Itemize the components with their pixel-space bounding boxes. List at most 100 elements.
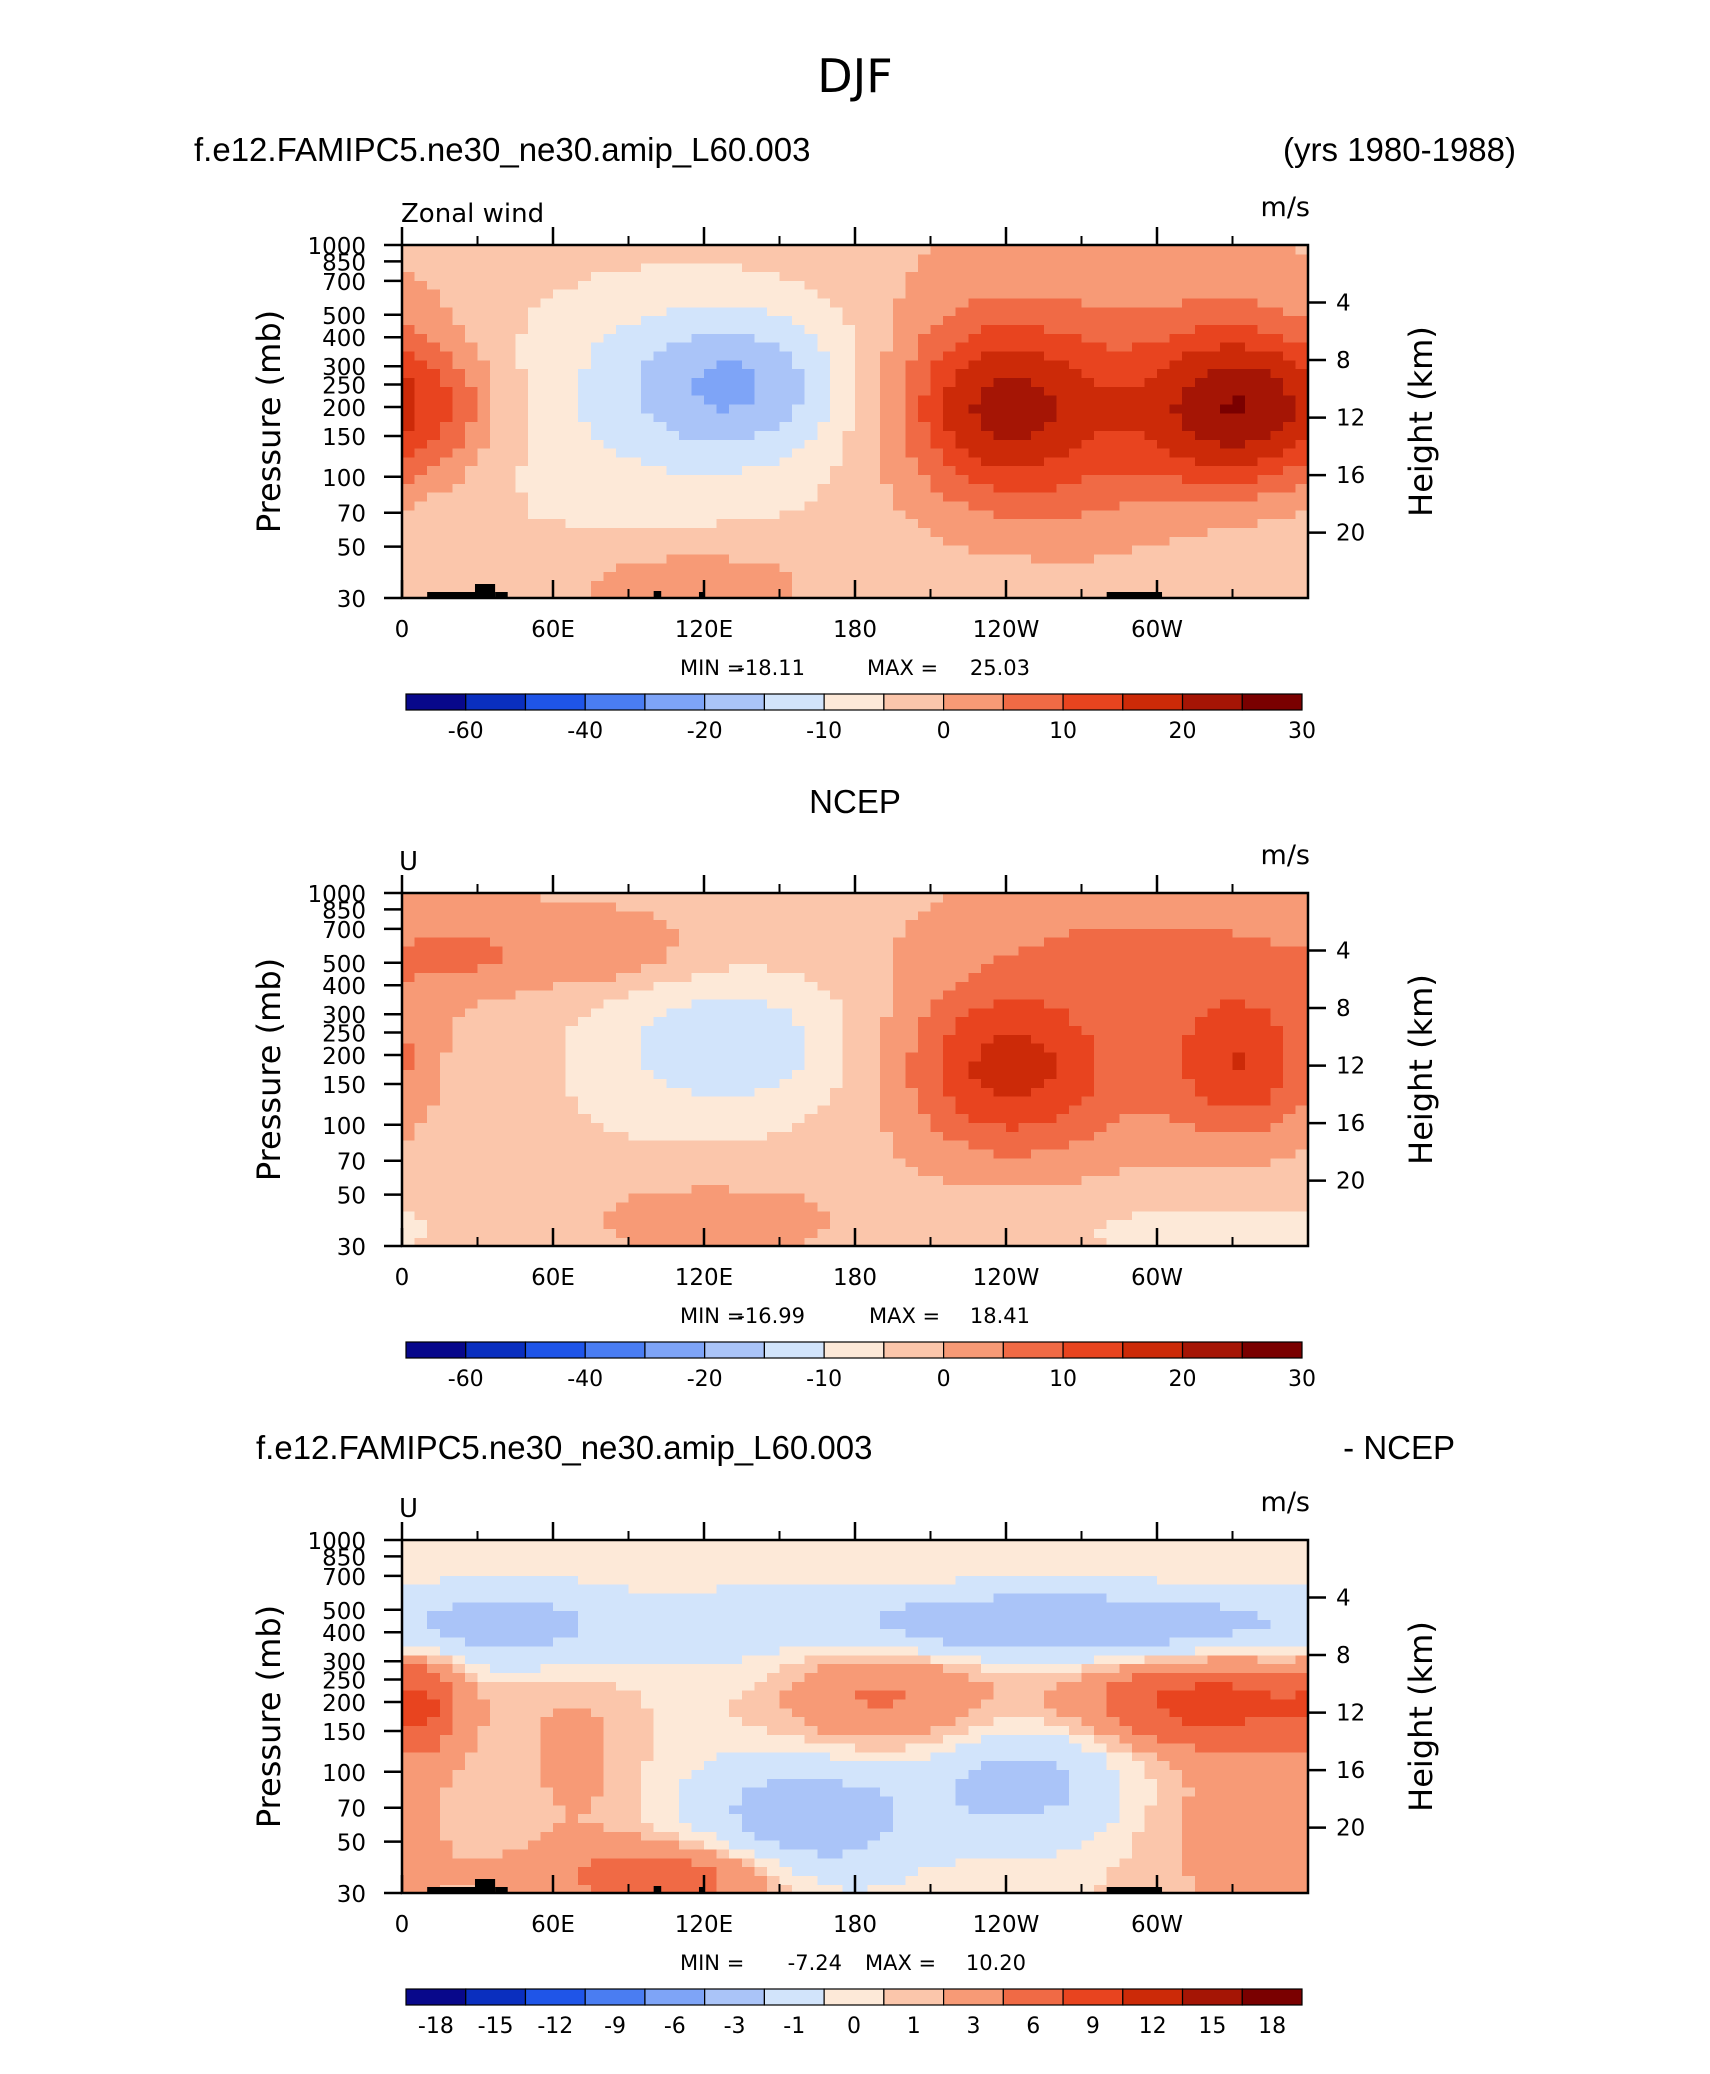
heatmap-cell xyxy=(502,430,516,440)
heatmap-cell xyxy=(917,306,932,317)
heatmap-cell xyxy=(955,1051,969,1062)
heatmap-cell xyxy=(955,1034,969,1044)
heatmap-cell xyxy=(855,527,869,537)
heatmap-cell xyxy=(1094,1034,1108,1044)
heatmap-cell xyxy=(590,447,604,458)
colorbar-tick-label: 10 xyxy=(1049,719,1077,744)
heatmap-cell xyxy=(402,439,416,449)
heatmap-cell xyxy=(641,553,655,564)
heatmap-cell xyxy=(1219,412,1234,423)
heatmap-cell xyxy=(1182,1051,1196,1062)
heatmap-cell xyxy=(490,483,504,493)
heatmap-cell xyxy=(439,1007,453,1018)
heatmap-cell xyxy=(1106,403,1120,414)
heatmap-cell xyxy=(515,1166,529,1176)
heatmap-cell xyxy=(930,1184,944,1194)
heatmap-cell xyxy=(855,1122,869,1132)
heatmap-cell xyxy=(427,1148,441,1159)
heatmap-cell xyxy=(1094,1025,1108,1035)
heatmap-cell xyxy=(615,333,630,343)
heatmap-cell xyxy=(1257,1201,1271,1212)
heatmap-cell xyxy=(1119,1122,1133,1132)
heatmap-cell xyxy=(1006,1060,1020,1071)
heatmap-cell xyxy=(880,306,894,317)
heatmap-cell xyxy=(1169,1140,1183,1150)
heatmap-cell xyxy=(1182,1175,1196,1185)
heatmap-cell xyxy=(704,1193,718,1203)
heatmap-cell xyxy=(427,245,441,255)
heatmap-cell xyxy=(905,1095,919,1106)
heatmap-cell xyxy=(955,536,969,546)
heatmap-cell xyxy=(779,1060,793,1071)
heatmap-cell xyxy=(704,1166,718,1176)
heatmap-cell xyxy=(1157,1095,1171,1106)
heatmap-cell xyxy=(829,1201,844,1212)
heatmap-cell xyxy=(1232,1034,1246,1044)
heatmap-cell xyxy=(842,1043,856,1053)
heatmap-cell xyxy=(1295,315,1309,326)
heatmap-cell xyxy=(842,1228,856,1238)
heatmap-cell xyxy=(1157,253,1171,264)
heatmap-cell xyxy=(917,350,932,361)
heatmap-cell xyxy=(741,1078,755,1088)
heatmap-cell xyxy=(1106,280,1120,290)
heatmap-cell xyxy=(905,1166,919,1176)
heatmap-cell xyxy=(477,509,491,520)
heatmap-cell xyxy=(452,395,466,405)
heatmap-cell xyxy=(1295,386,1309,396)
heatmap-cell xyxy=(553,1193,567,1203)
heatmap-cell xyxy=(829,439,844,449)
heatmap-cell xyxy=(917,271,932,281)
heatmap-cell xyxy=(502,492,516,502)
heatmap-cell xyxy=(855,245,869,255)
heatmap-cell xyxy=(1245,1228,1259,1238)
heatmap-cell xyxy=(1131,306,1146,317)
heatmap-cell xyxy=(804,1095,818,1106)
heatmap-cell xyxy=(427,1140,441,1150)
heatmap-cell xyxy=(968,262,982,273)
heatmap-cell xyxy=(766,1087,781,1097)
heatmap-cell xyxy=(943,253,957,264)
heatmap-cell xyxy=(490,1051,504,1062)
heatmap-cell xyxy=(1219,1051,1234,1062)
heatmap-cell xyxy=(1094,403,1108,414)
heatmap-cell xyxy=(1031,395,1045,405)
heatmap-cell xyxy=(993,1051,1007,1062)
heatmap-cell xyxy=(1119,1219,1133,1229)
heatmap-cell xyxy=(565,1078,579,1088)
heatmap-cell xyxy=(804,245,818,255)
heatmap-cell xyxy=(792,1069,806,1079)
heatmap-cell xyxy=(817,1237,831,1247)
heatmap-cell xyxy=(930,1095,944,1106)
heatmap-cell xyxy=(1182,245,1196,255)
heatmap-cell xyxy=(1131,1131,1146,1141)
heatmap-cell xyxy=(817,1131,831,1141)
heatmap-cell xyxy=(766,500,781,511)
heatmap-cell xyxy=(527,386,542,396)
heatmap-cell xyxy=(880,1104,894,1115)
heatmap-cell xyxy=(502,1122,516,1132)
heatmap-cell xyxy=(439,456,453,467)
heatmap-cell xyxy=(452,1016,466,1026)
topography-mask xyxy=(427,584,1163,598)
heatmap-cell xyxy=(880,483,894,493)
heatmap-cell xyxy=(628,571,642,581)
heatmap-cell xyxy=(691,998,705,1009)
heatmap-cell xyxy=(993,545,1007,555)
heatmap-cell xyxy=(1182,333,1196,343)
heatmap-cell xyxy=(1131,527,1146,537)
heatmap-cell xyxy=(666,500,680,511)
heatmap-cell xyxy=(502,580,516,590)
heatmap-cell xyxy=(704,1060,718,1071)
heatmap-cell xyxy=(527,492,542,502)
heatmap-cell xyxy=(1043,456,1057,467)
heatmap-cell xyxy=(930,1228,944,1238)
heatmap-cell xyxy=(540,306,554,317)
heatmap-cell xyxy=(402,500,416,511)
heatmap-cell xyxy=(1270,245,1284,255)
heatmap-cell xyxy=(855,518,869,528)
heatmap-cell xyxy=(855,1060,869,1071)
heatmap-cell xyxy=(653,1157,667,1168)
heatmap-cell xyxy=(1056,562,1070,573)
heatmap-cell xyxy=(716,1140,730,1150)
